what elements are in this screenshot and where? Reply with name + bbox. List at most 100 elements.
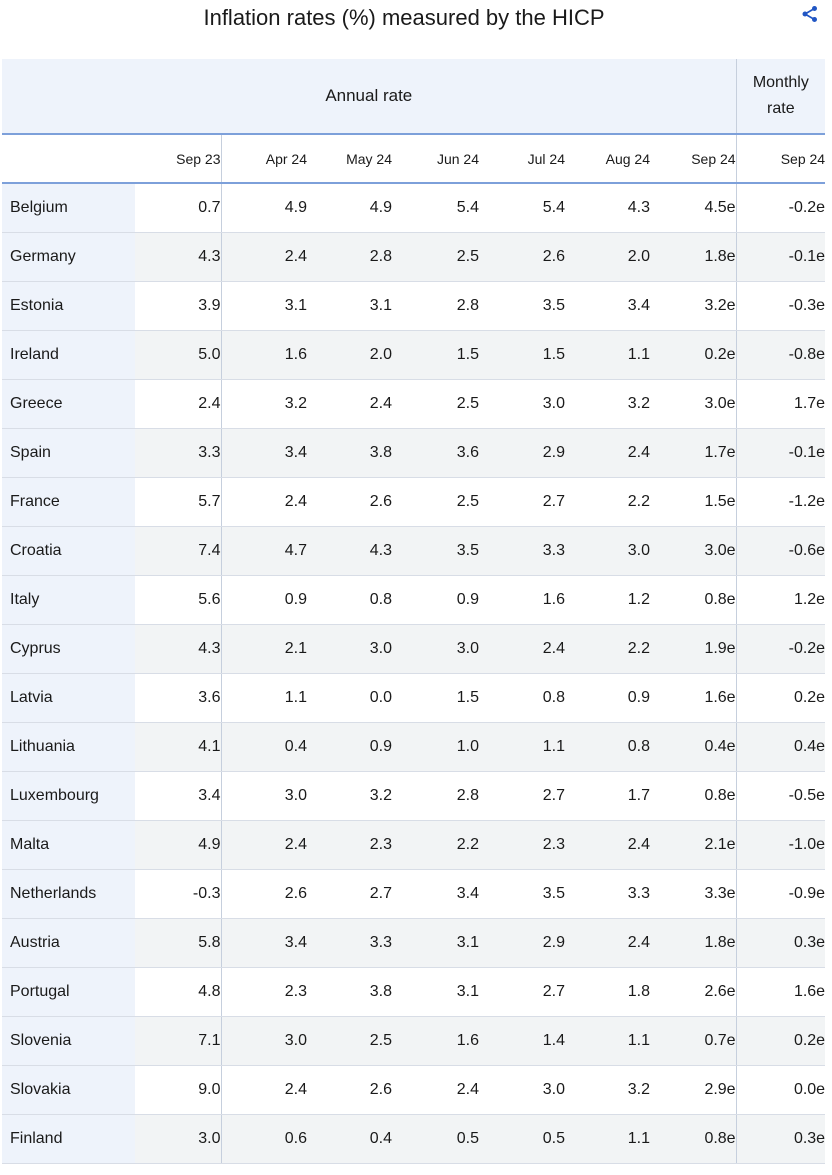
annual-rate-cell: 3.3: [479, 526, 565, 576]
annual-rate-cell: 2.4: [565, 428, 650, 478]
table-row: Italy 5.6 0.9 0.8 0.9 1.6 1.2 0.8e 1.2e: [2, 575, 826, 625]
annual-rate-cell: 4.5e: [650, 183, 737, 233]
annual-rate-cell: 3.5: [479, 281, 565, 331]
country-name: Germany: [2, 232, 135, 282]
table-row: Slovakia 9.0 2.4 2.6 2.4 3.0 3.2 2.9e 0.0e: [2, 1065, 826, 1115]
annual-rate-cell: 3.9: [135, 281, 222, 331]
annual-rate-cell: 5.4: [392, 183, 479, 233]
annual-rate-cell: 2.8: [392, 771, 479, 821]
table-row: Luxembourg 3.4 3.0 3.2 2.8 2.7 1.7 0.8e -0.5e: [2, 771, 826, 821]
annual-rate-cell: 3.2e: [650, 281, 737, 331]
monthly-rate-cell: -0.3e: [736, 281, 826, 331]
annual-rate-cell: 0.6: [221, 1114, 307, 1164]
annual-rate-cell: 0.8e: [650, 771, 737, 821]
annual-rate-cell: 1.7e: [650, 428, 737, 478]
country-name: Slovenia: [2, 1016, 135, 1066]
country-name: Lithuania: [2, 722, 135, 772]
annual-rate-cell: 2.3: [307, 820, 392, 870]
annual-rate-cell: 4.3: [135, 232, 222, 282]
table-row: Malta 4.9 2.4 2.3 2.2 2.3 2.4 2.1e -1.0e: [2, 820, 826, 870]
monthly-rate-cell: 0.3e: [736, 918, 826, 968]
annual-rate-cell: 3.1: [307, 281, 392, 331]
annual-rate-cell: 2.5: [392, 379, 479, 429]
annual-rate-cell: 3.0: [307, 624, 392, 674]
annual-rate-cell: 0.4e: [650, 722, 737, 772]
column-header: Jun 24: [392, 134, 479, 184]
annual-rate-cell: 2.2: [565, 624, 650, 674]
annual-rate-cell: 3.0: [135, 1114, 222, 1164]
annual-rate-cell: 0.5: [392, 1114, 479, 1164]
annual-rate-cell: 2.4: [221, 232, 307, 282]
annual-rate-cell: 1.7: [565, 771, 650, 821]
table-row: Croatia 7.4 4.7 4.3 3.5 3.3 3.0 3.0e -0.6e: [2, 526, 826, 576]
column-header: Sep 24: [650, 134, 737, 184]
monthly-rate-cell: -0.5e: [736, 771, 826, 821]
table-row: Germany 4.3 2.4 2.8 2.5 2.6 2.0 1.8e -0.1e: [2, 232, 826, 282]
annual-rate-cell: 0.8: [479, 673, 565, 723]
annual-rate-cell: 1.4: [479, 1016, 565, 1066]
annual-rate-cell: 9.0: [135, 1065, 222, 1115]
annual-rate-cell: 1.6: [479, 575, 565, 625]
country-name: Luxembourg: [2, 771, 135, 821]
header-row-top: Annual rate Monthly rate: [2, 59, 826, 135]
annual-rate-cell: 1.5: [392, 330, 479, 380]
annual-rate-cell: 2.1e: [650, 820, 737, 870]
monthly-rate-cell: -0.2e: [736, 183, 826, 233]
annual-rate-cell: 0.4: [307, 1114, 392, 1164]
table-row: Ireland 5.0 1.6 2.0 1.5 1.5 1.1 0.2e -0.8e: [2, 330, 826, 380]
country-name: Latvia: [2, 673, 135, 723]
country-name: Estonia: [2, 281, 135, 331]
annual-rate-cell: 2.2: [392, 820, 479, 870]
annual-rate-cell: 1.8e: [650, 232, 737, 282]
monthly-rate-cell: -0.9e: [736, 869, 826, 919]
table-row: Greece 2.4 3.2 2.4 2.5 3.0 3.2 3.0e 1.7e: [2, 379, 826, 429]
annual-rate-cell: 3.8: [307, 428, 392, 478]
annual-rate-cell: 3.1: [392, 967, 479, 1017]
annual-rate-cell: 4.9: [221, 183, 307, 233]
country-name: Spain: [2, 428, 135, 478]
annual-rate-cell: 3.4: [135, 771, 222, 821]
annual-rate-cell: 1.9e: [650, 624, 737, 674]
annual-rate-cell: 4.7: [221, 526, 307, 576]
column-header: Jul 24: [479, 134, 565, 184]
annual-rate-cell: 3.4: [565, 281, 650, 331]
hicp-table: Annual rate Monthly rate Sep 23 Apr 24 M…: [2, 59, 826, 1164]
column-header: Sep 24: [736, 134, 826, 184]
table-row: Lithuania 4.1 0.4 0.9 1.0 1.1 0.8 0.4e 0.4e: [2, 722, 826, 772]
annual-rate-cell: 3.5: [479, 869, 565, 919]
table-row: France 5.7 2.4 2.6 2.5 2.7 2.2 1.5e -1.2e: [2, 477, 826, 527]
annual-rate-cell: 2.7: [479, 771, 565, 821]
annual-rate-cell: 3.3: [135, 428, 222, 478]
annual-rate-cell: 2.6e: [650, 967, 737, 1017]
table-row: Estonia 3.9 3.1 3.1 2.8 3.5 3.4 3.2e -0.3e: [2, 281, 826, 331]
annual-rate-cell: 3.2: [221, 379, 307, 429]
monthly-rate-cell: -1.2e: [736, 477, 826, 527]
annual-rate-cell: 7.1: [135, 1016, 222, 1066]
share-icon[interactable]: [800, 4, 820, 24]
table-row: Portugal 4.8 2.3 3.8 3.1 2.7 1.8 2.6e 1.6e: [2, 967, 826, 1017]
annual-rate-cell: 0.9: [392, 575, 479, 625]
annual-rate-cell: 2.7: [307, 869, 392, 919]
monthly-rate-cell: 0.0e: [736, 1065, 826, 1115]
annual-rate-cell: 2.4: [565, 820, 650, 870]
country-name: Slovakia: [2, 1065, 135, 1115]
table-row: Slovenia 7.1 3.0 2.5 1.6 1.4 1.1 0.7e 0.2e: [2, 1016, 826, 1066]
annual-rate-cell: 2.4: [221, 820, 307, 870]
annual-rate-cell: 0.8e: [650, 1114, 737, 1164]
annual-rate-cell: 3.0: [479, 379, 565, 429]
table-row: Finland 3.0 0.6 0.4 0.5 0.5 1.1 0.8e 0.3e: [2, 1114, 826, 1164]
country-name: Greece: [2, 379, 135, 429]
annual-rate-cell: 7.4: [135, 526, 222, 576]
annual-rate-cell: 2.4: [221, 1065, 307, 1115]
annual-rate-cell: 1.5: [479, 330, 565, 380]
annual-rate-cell: 3.8: [307, 967, 392, 1017]
annual-rate-cell: 1.6: [221, 330, 307, 380]
annual-rate-cell: -0.3: [135, 869, 222, 919]
annual-rate-cell: 2.6: [221, 869, 307, 919]
table-row: Netherlands -0.3 2.6 2.7 3.4 3.5 3.3 3.3e -0.9e: [2, 869, 826, 919]
annual-rate-cell: 3.6: [135, 673, 222, 723]
annual-rate-cell: 3.0: [221, 1016, 307, 1066]
annual-rate-cell: 0.7: [135, 183, 222, 233]
column-header: Apr 24: [221, 134, 307, 184]
annual-rate-cell: 1.1: [565, 330, 650, 380]
